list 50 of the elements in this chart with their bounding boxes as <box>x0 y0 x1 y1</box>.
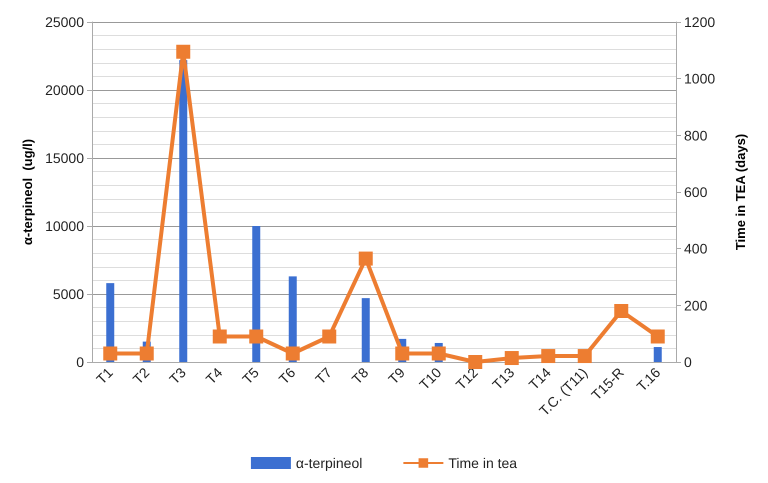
point <box>176 44 190 59</box>
legend-label: α-terpineol <box>296 455 362 471</box>
y-tick-label: 20000 <box>45 82 84 98</box>
point <box>395 346 410 360</box>
point <box>432 346 446 360</box>
point <box>468 355 482 369</box>
point <box>249 330 264 344</box>
x-tick-label: T10 <box>416 364 445 393</box>
bar <box>654 347 662 362</box>
x-tick-label: T1 <box>93 364 116 388</box>
x-tick-label: T3 <box>166 364 190 388</box>
y2-tick-label: 1200 <box>684 14 716 30</box>
y2-tick-label: 400 <box>684 240 708 257</box>
point <box>650 330 665 344</box>
legend-label: Time in tea <box>448 455 518 471</box>
y-tick-label: 25000 <box>45 14 84 30</box>
x-tick-label: T7 <box>312 364 336 388</box>
y-tick-label: 15000 <box>45 150 84 166</box>
bar <box>362 298 370 362</box>
point <box>140 346 154 360</box>
point <box>103 346 118 360</box>
point <box>578 349 592 364</box>
x-tick-label: T6 <box>276 364 299 388</box>
y2-tick-label: 1000 <box>684 70 716 87</box>
y-axis-title: α-terpineol (ug/l) <box>20 138 35 246</box>
x-tick-label: T2 <box>130 364 153 388</box>
y2-tick-label: 600 <box>684 184 708 200</box>
bar <box>179 60 188 362</box>
point <box>541 349 556 364</box>
y-tick-label: 0 <box>76 354 84 370</box>
x-tick-label: T.16 <box>633 364 664 394</box>
y2-tick-label: 800 <box>684 127 708 144</box>
y2-tick-label: 200 <box>684 297 708 314</box>
x-tick-label: T4 <box>202 364 226 388</box>
y2-axis-title: Time in TEA (days) <box>733 134 748 250</box>
y-tick-label: 10000 <box>45 218 84 234</box>
x-tick-label: T8 <box>348 364 372 388</box>
point <box>322 330 336 344</box>
x-tick-label: T5 <box>239 364 262 388</box>
x-tick-label: T9 <box>385 364 408 388</box>
point <box>358 252 373 266</box>
point <box>504 351 519 366</box>
point <box>286 346 300 360</box>
point <box>212 330 227 344</box>
x-tick-label: T13 <box>489 364 518 393</box>
point <box>614 304 628 318</box>
x-tick-label: T14 <box>526 364 554 393</box>
y-tick-label: 5000 <box>52 286 84 302</box>
x-tick-label: T12 <box>452 364 482 393</box>
y2-tick-label: 0 <box>684 354 692 370</box>
